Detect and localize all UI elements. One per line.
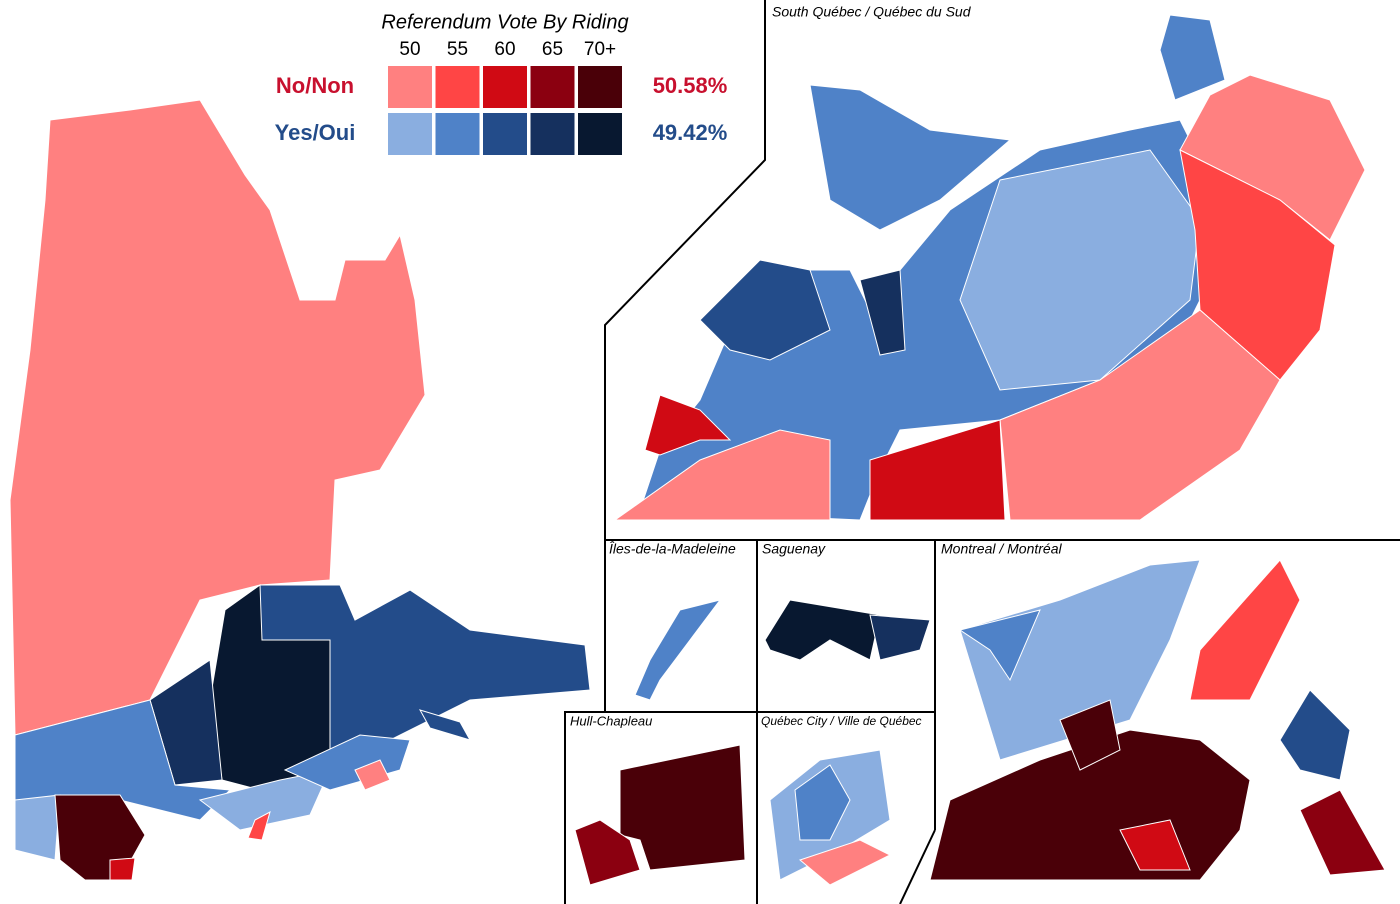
legend-share: 50.58%	[653, 73, 728, 98]
legend-swatch	[530, 113, 575, 155]
montreal-map	[929, 559, 1386, 881]
inset-label: Saguenay	[762, 541, 826, 557]
legend-threshold: 50	[399, 39, 420, 60]
province-map	[9, 99, 591, 881]
legend-label: Yes/Oui	[275, 120, 356, 145]
map-title: Referendum Vote By Riding	[381, 11, 628, 33]
legend-swatch	[530, 66, 575, 108]
inset-label: Hull-Chapleau	[570, 713, 652, 728]
legend-threshold: 60	[494, 39, 515, 60]
legend: 50 55 60 65 70+ No/Non 50.58% Yes/Oui 49.42%	[275, 39, 728, 155]
inset-label: South Québec / Québec du Sud	[772, 4, 972, 20]
legend-swatch	[483, 66, 527, 108]
iles-map	[634, 599, 722, 701]
legend-swatch	[435, 66, 480, 108]
legend-swatch	[388, 66, 432, 108]
inset-label: Îles-de-la-Madeleine	[609, 541, 736, 557]
legend-share: 49.42%	[653, 120, 728, 145]
inset-label: Québec City / Ville de Québec	[761, 714, 922, 728]
south-inset-map	[613, 14, 1366, 521]
legend-swatch	[578, 66, 622, 108]
legend-threshold: 55	[447, 39, 468, 60]
hull-map	[619, 744, 746, 871]
legend-swatch	[388, 113, 432, 155]
legend-threshold: 65	[542, 39, 563, 60]
legend-label: No/Non	[276, 73, 354, 98]
legend-threshold: 70+	[584, 39, 616, 60]
quebec-city-map	[769, 749, 892, 886]
legend-swatch	[435, 113, 480, 155]
saguenay-map	[764, 599, 881, 661]
inset-label: Montreal / Montréal	[941, 541, 1062, 557]
legend-swatch	[578, 113, 622, 155]
legend-swatch	[483, 113, 527, 155]
